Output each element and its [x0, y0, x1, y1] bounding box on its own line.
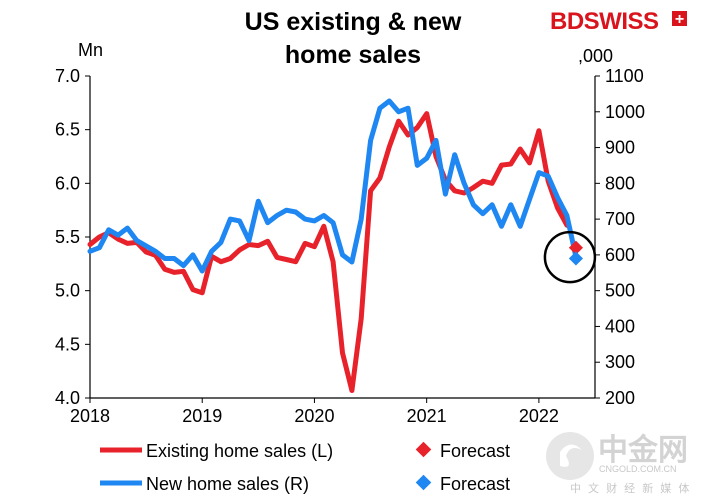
new-forecast-marker	[568, 251, 583, 266]
brand-name: BDSWISS	[550, 8, 659, 35]
left-tick-label: 4.5	[55, 334, 80, 354]
existing-forecast-marker	[568, 240, 583, 255]
legend-existing-label: Existing home sales (L)	[146, 441, 333, 461]
legend-new-label: New home sales (R)	[146, 474, 309, 494]
left-axis-ticks: 4.0 4.5 5.0 5.5 6.0 6.5 7.0	[55, 66, 90, 408]
right-tick-label: 400	[605, 316, 635, 336]
watermark: 中金网 CNGOLD.COM.CN 中 文 财 经 新 媒 体	[546, 432, 691, 495]
right-tick-label: 800	[605, 173, 635, 193]
right-tick-label: 1100	[605, 66, 644, 86]
legend-existing-forecast-label: Forecast	[440, 441, 510, 461]
watermark-name: 中金网	[598, 433, 688, 467]
right-axis-ticks: 200 300 400 500 600 700 800 900 1000 1100	[595, 66, 645, 408]
left-tick-label: 6.5	[55, 120, 80, 140]
left-tick-label: 4.0	[55, 388, 80, 408]
brand-logo: BDSWISS +	[550, 8, 687, 35]
legend-new-forecast-label: Forecast	[440, 474, 510, 494]
left-tick-label: 5.5	[55, 227, 80, 247]
x-tick-label: 2021	[407, 406, 447, 426]
chart-title-line-2: home sales	[285, 41, 421, 69]
right-axis-unit: ,000	[578, 46, 613, 66]
x-tick-label: 2018	[70, 406, 110, 426]
chart-title-line-1: US existing & new	[245, 8, 462, 36]
left-tick-label: 6.0	[55, 173, 80, 193]
legend-existing-forecast-marker	[415, 441, 432, 458]
legend-new-forecast-marker	[415, 474, 432, 491]
right-tick-label: 1000	[605, 102, 645, 122]
brand-plus-box	[672, 11, 687, 26]
watermark-emblem	[546, 432, 594, 480]
x-tick-label: 2022	[519, 406, 559, 426]
right-tick-label: 300	[605, 352, 635, 372]
left-tick-label: 5.0	[55, 281, 80, 301]
left-tick-label: 7.0	[55, 66, 80, 86]
legend: Existing home sales (L) Forecast New hom…	[100, 441, 510, 494]
right-tick-label: 900	[605, 138, 635, 158]
forecast-highlight-circle	[543, 230, 597, 284]
forecast-markers	[568, 240, 583, 266]
right-tick-label: 600	[605, 245, 635, 265]
right-tick-label: 700	[605, 209, 635, 229]
x-tick-label: 2019	[182, 406, 222, 426]
new-home-sales-line	[87, 98, 579, 274]
existing-home-sales-line	[87, 111, 570, 393]
watermark-domain: CNGOLD.COM.CN	[599, 464, 677, 474]
left-axis-unit: Mn	[78, 40, 103, 60]
right-tick-label: 500	[605, 281, 635, 301]
x-axis-ticks: 2018 2019 2020 2021 2022	[70, 398, 559, 426]
watermark-tagline: 中 文 财 经 新 媒 体	[570, 481, 691, 495]
right-tick-label: 200	[605, 388, 635, 408]
x-tick-label: 2020	[294, 406, 334, 426]
brand-plus-sign: +	[675, 11, 684, 28]
watermark-emblem-swirl	[560, 444, 582, 467]
